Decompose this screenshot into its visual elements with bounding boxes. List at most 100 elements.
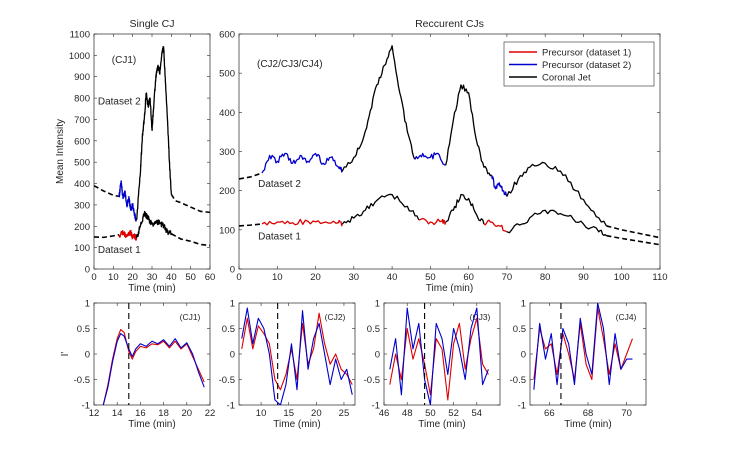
y-tick-label: 600 [219, 30, 235, 41]
y-tick-label: 300 [74, 200, 90, 211]
x-tick-label: 50 [425, 408, 436, 419]
series-line-precursor-dataset-2- [533, 303, 633, 390]
series-line-precursor-dataset-1- [418, 217, 447, 226]
x-tick-label: 60 [205, 272, 216, 283]
series-line-coronal-jet [341, 45, 416, 172]
x-tick-label: 50 [185, 272, 196, 283]
series-line-precursor-dataset-1- [261, 218, 343, 227]
y-tick-label: 200 [74, 222, 90, 233]
x-axis-label: Time (min) [128, 283, 175, 294]
y-tick-label: 0 [85, 350, 90, 361]
series-line-precursor-dataset-2- [414, 152, 446, 166]
series-line-dataset-2-outside- [239, 172, 263, 180]
y-tick-label: -0.5 [219, 375, 235, 386]
x-tick-label: 100 [614, 272, 630, 283]
x-tick-label: 70 [621, 408, 632, 419]
series-line-precursor-dataset-1- [389, 317, 489, 401]
x-tick-label: 68 [583, 408, 594, 419]
series-line-coronal-jet [506, 161, 607, 227]
x-tick-label: 54 [472, 408, 483, 419]
series-group [239, 45, 660, 246]
x-tick-label: 16 [135, 408, 146, 419]
y-tick-label: -0.5 [364, 375, 380, 386]
y-tick-label: 100 [74, 243, 90, 254]
x-axis-label: Time (min) [273, 419, 320, 430]
axes-singlecj: 0 10 20 30 40 50 60010020030040050060070080090… [55, 18, 215, 294]
series-line-precursor-dataset-1- [483, 219, 508, 233]
y-tick-label: 1 [230, 299, 235, 310]
x-tick-label: 20 [311, 408, 322, 419]
x-tick-label: 20 [310, 272, 321, 283]
y-tick-label: 0.5 [77, 324, 90, 335]
legend-label: Precursor (dataset 1) [542, 48, 631, 59]
x-tick-label: 0 [236, 272, 241, 283]
axes-cj4: 66 68 70 -1 -0.5 0 0.5 1 Time (min) (CJ4) [510, 299, 647, 430]
x-tick-label: 20 [127, 272, 138, 283]
series-line-dataset-2-outside- [94, 184, 120, 198]
y-tick-label: -0.5 [510, 375, 526, 386]
x-tick-label: 52 [448, 408, 459, 419]
y-tick-label: 400 [74, 179, 90, 190]
annotation: (CJ1) [112, 55, 136, 66]
axes-cj1: 12 14 16 18 20 22 -1 -0.5 0 0.5 1 Time (min) I' (CJ1) [60, 299, 215, 431]
y-tick-label: 0 [230, 350, 235, 361]
x-tick-label: 12 [89, 408, 100, 419]
axes-recurrent: 0 10 20 30 40 50 60 70 80 90 100 110 0 100 200 300 400 50… [219, 18, 667, 294]
x-tick-label: 18 [158, 408, 169, 419]
x-tick-label: 30 [349, 272, 360, 283]
legend-label: Coronal Jet [542, 73, 591, 84]
series-line-precursor-dataset-2- [118, 180, 138, 222]
y-tick-label: 700 [74, 115, 90, 126]
x-tick-label: 40 [387, 272, 398, 283]
y-tick-label: 800 [74, 94, 90, 105]
y-tick-label: 0 [230, 265, 235, 276]
y-tick-label: 600 [74, 136, 90, 147]
y-tick-label: 0.5 [513, 324, 526, 335]
x-tick-label: 80 [540, 272, 551, 283]
y-tick-label: 500 [219, 69, 235, 80]
series-group [94, 46, 210, 247]
dataset-label: Dataset 1 [258, 232, 301, 243]
y-tick-label: 100 [219, 225, 235, 236]
y-tick-label: 900 [74, 72, 90, 83]
series-line-coronal-jet [445, 84, 492, 177]
series-line-precursor-dataset-2- [241, 307, 353, 405]
annotation: (CJ3) [470, 312, 491, 322]
dataset-label: Dataset 2 [258, 179, 301, 190]
series-line-precursor-dataset-2- [261, 152, 343, 174]
series-line-coronal-jet [135, 210, 172, 239]
chart-title: Single CJ [130, 18, 175, 30]
series-line-precursor-dataset-2- [389, 307, 489, 405]
series-line-coronal-jet [506, 209, 607, 237]
legend-label: Precursor (dataset 2) [542, 60, 631, 71]
x-tick-label: 10 [256, 408, 267, 419]
axes-cj2: 10 15 20 25 -1 -0.5 0 0.5 1 Time (min) (CJ2) [219, 299, 356, 430]
y-tick-label: 200 [219, 186, 235, 197]
series-line-precursor-dataset-1- [118, 229, 138, 241]
x-tick-label: 66 [544, 408, 555, 419]
axes-frame [93, 33, 211, 270]
y-tick-label: 500 [74, 158, 90, 169]
y-tick-label: 300 [219, 147, 235, 158]
axes-cj3: 46 48 50 52 54 -1 -0.5 0 0.5 1 Time (min) (CJ3) [364, 299, 501, 430]
x-axis-label: Time (min) [564, 419, 611, 430]
chart-title: Reccurent CJs [415, 18, 484, 30]
annotation: (CJ4) [616, 312, 637, 322]
series-line-precursor-dataset-2- [102, 333, 205, 405]
dataset-label: Dataset 2 [98, 97, 141, 108]
series-line-precursor-dataset-1- [102, 328, 205, 405]
x-axis-label: Time (min) [418, 419, 465, 430]
dataset-label: Dataset 1 [98, 245, 141, 256]
y-tick-label: 1 [375, 299, 380, 310]
y-tick-label: 0 [521, 350, 526, 361]
series-line-precursor-dataset-1- [241, 312, 353, 391]
series-line-coronal-jet [341, 193, 420, 225]
y-tick-label: 1 [521, 299, 526, 310]
x-tick-label: 15 [283, 408, 294, 419]
x-tick-label: 50 [425, 272, 436, 283]
x-tick-label: 20 [182, 408, 193, 419]
series-group [241, 307, 353, 405]
x-tick-label: 10 [272, 272, 283, 283]
series-line-coronal-jet [445, 193, 485, 225]
